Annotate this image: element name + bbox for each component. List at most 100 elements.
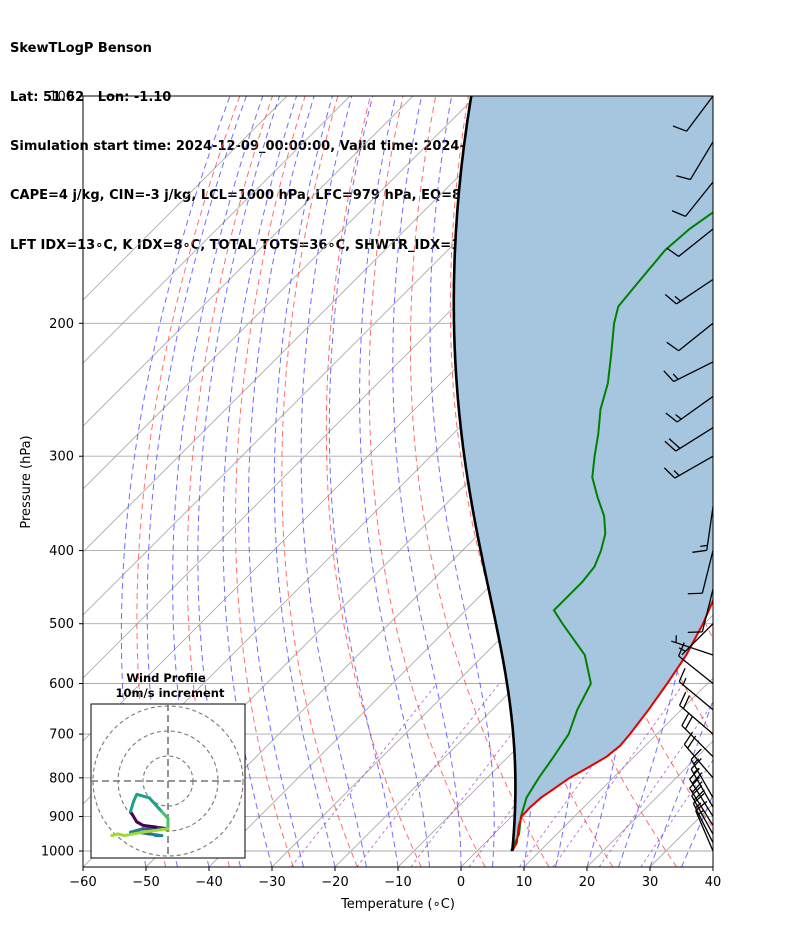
wind-barb-flag	[664, 293, 677, 305]
wind-barb	[679, 704, 714, 735]
moist-adiabat-line	[300, 96, 367, 867]
wind-barb-flag	[700, 544, 708, 548]
mixing-ratio-line	[519, 683, 653, 867]
wind-barb	[678, 228, 714, 257]
y-axis: 1000 900 800 700 600 500 400 300 200 100	[41, 90, 83, 860]
wind-barb	[692, 803, 714, 843]
x-tick-label: −20	[321, 875, 348, 890]
wind-barb-flag	[691, 781, 703, 793]
y-tick-label: 1000	[41, 845, 74, 860]
isotherm-line	[83, 96, 351, 364]
y-tick-label: 200	[49, 317, 74, 332]
wind-barb	[671, 640, 714, 656]
moist-adiabat-line	[429, 96, 495, 867]
y-tick-label: 700	[49, 728, 74, 743]
x-tick-label: −50	[132, 875, 159, 890]
y-tick-label: 300	[49, 450, 74, 465]
x-tick-label: −10	[384, 875, 411, 890]
wind-barb	[690, 768, 714, 808]
wind-barb-flag	[668, 438, 681, 449]
mixing-ratio-line	[640, 759, 713, 867]
wind-barb-flag	[666, 341, 680, 352]
moist-adiabat-line	[392, 96, 462, 867]
moist-adiabat-line	[712, 865, 713, 867]
wind-barb	[676, 278, 714, 305]
isotherm-line	[83, 96, 288, 301]
wind-barb-flag	[666, 247, 680, 257]
dry-adiabat-line	[762, 96, 794, 867]
mixing-ratio-line	[552, 683, 685, 867]
wind-barb	[689, 141, 714, 180]
y-axis-label: Pressure (hPa)	[19, 435, 34, 528]
wind-barb-flag	[693, 767, 700, 774]
x-tick-label: −40	[195, 875, 222, 890]
hodograph-trace-segment	[141, 823, 157, 829]
wind-barb	[678, 681, 714, 711]
wind-barb	[674, 455, 714, 479]
hodograph-trace-segment	[110, 832, 120, 838]
y-tick-label: 900	[49, 810, 74, 825]
wind-barb	[689, 787, 714, 826]
moist-adiabat-line	[273, 96, 336, 867]
dewpoint-series-line	[510, 211, 713, 852]
x-tick-label: 40	[705, 875, 722, 890]
dry-adiabat-line	[325, 96, 422, 867]
isotherm-line	[83, 96, 540, 553]
x-tick-label: 30	[642, 875, 659, 890]
wind-barb-flag	[675, 414, 682, 420]
wind-barb-flag	[682, 677, 687, 686]
wind-barb-flag	[663, 467, 676, 479]
moist-adiabat-line	[248, 96, 315, 867]
wind-barb-flag	[674, 295, 681, 302]
wind-barb-flag	[691, 772, 703, 784]
wind-barb	[678, 655, 714, 685]
hodograph-trace-segment	[141, 827, 170, 834]
y-tick-label: 600	[49, 677, 74, 692]
wind-barb	[706, 506, 714, 551]
wind-barb-flag	[690, 748, 702, 760]
parcel-profile-line	[452, 96, 517, 851]
wind-barb	[701, 589, 714, 633]
wind-barb	[673, 361, 714, 383]
wind-barb	[678, 322, 714, 352]
x-tick-label: 20	[579, 875, 596, 890]
hodograph-inset: Wind Profile 10m/s increment	[90, 671, 246, 859]
wind-barb-flag	[673, 470, 680, 477]
isotherm-line	[83, 96, 414, 427]
wind-barb-flag	[676, 175, 691, 181]
wind-barb-flag	[664, 440, 677, 452]
x-axis: −60 −50 −40 −30 −20 −10 0 10 20 30 40	[69, 867, 721, 890]
wind-barb-flag	[678, 668, 686, 682]
hodograph-trace-segment	[129, 799, 136, 814]
y-tick-label: 400	[49, 544, 74, 559]
wind-barb	[689, 778, 714, 817]
hodograph-trace-segment	[147, 796, 157, 807]
moist-adiabat-line	[222, 96, 298, 867]
wind-barb-flag	[663, 370, 675, 383]
wind-barb	[695, 810, 714, 852]
chart-title: SkewTLogP Benson	[10, 40, 152, 56]
x-axis-label: Temperature (∘C)	[340, 897, 455, 912]
wind-barb	[683, 744, 714, 779]
y-tick-label: 100	[49, 90, 74, 105]
wind-barb-flag	[678, 647, 686, 652]
hodograph-trace-segment	[129, 810, 139, 824]
wind-barb	[686, 95, 714, 132]
isotherm-line	[334, 488, 713, 867]
indices-line-2: LFT IDX=13∘C, K IDX=8∘C, TOTAL TOTS=36∘C…	[10, 237, 487, 253]
temperature-series-line	[511, 598, 713, 852]
x-tick-label: −30	[258, 875, 285, 890]
wind-barb	[675, 427, 714, 452]
y-tick-label: 500	[49, 617, 74, 632]
isotherm-line	[523, 677, 713, 867]
location-line: Lat: 51.62 Lon: -1.10	[10, 90, 172, 106]
mixing-ratio-line	[356, 683, 500, 867]
wind-barb	[701, 550, 714, 594]
wind-barb-flag	[684, 716, 694, 730]
wind-barb-flag	[692, 549, 707, 553]
dry-adiabat-line	[368, 96, 486, 867]
x-tick-label: 0	[457, 875, 465, 890]
hodograph-trace-segment	[135, 792, 151, 800]
dry-adiabat-line	[235, 96, 306, 867]
